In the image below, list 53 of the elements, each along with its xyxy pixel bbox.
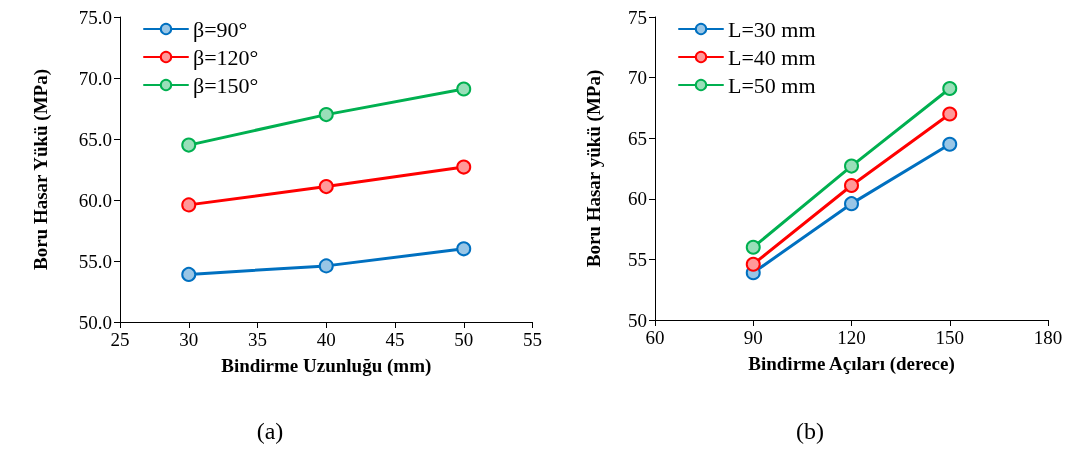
- y-tick-label: 65.0: [78, 128, 112, 150]
- x-tick-label: 45: [385, 329, 405, 350]
- text: (b): [796, 418, 824, 445]
- point: [181, 137, 197, 153]
- point: [456, 159, 472, 175]
- point: [181, 197, 197, 213]
- x-tick-label: 90: [743, 327, 763, 348]
- y-tick-label: 75.0: [78, 6, 112, 28]
- x-tick-label: 50: [454, 329, 474, 350]
- legend-label: β=150°: [193, 72, 259, 98]
- text: (a): [256, 418, 284, 445]
- x-tick-label: 150: [935, 327, 964, 348]
- y-tick-label: 60: [628, 188, 647, 210]
- x-tick-label: 55: [523, 329, 542, 350]
- y-tick-label: 50: [628, 309, 647, 331]
- point: [942, 81, 958, 96]
- y-tick-label: 70: [628, 67, 647, 89]
- point: [456, 81, 472, 97]
- x-tick-label: 120: [837, 327, 866, 348]
- point: [318, 107, 334, 123]
- x-tick-label: 25: [110, 329, 130, 350]
- x-axis-title: Bindirme Açıları (derece): [748, 353, 955, 375]
- legend-label: L=30 mm: [728, 16, 816, 42]
- point: [942, 106, 958, 122]
- x-tick-label: 40: [316, 329, 336, 350]
- point: [844, 196, 859, 212]
- point: [745, 239, 761, 255]
- point: [181, 266, 197, 282]
- x-tick-label: 35: [248, 329, 267, 350]
- legend-label: β=120°: [193, 44, 259, 70]
- x-tick-label: 180: [1033, 327, 1063, 348]
- point: [745, 256, 761, 272]
- point: [942, 136, 958, 152]
- point: [318, 258, 334, 274]
- y-axis-title: Boru Hasar yükü (MPa): [583, 69, 605, 268]
- y-tick-label: 55.0: [78, 250, 112, 272]
- y-tick-label: 60.0: [78, 189, 112, 211]
- y-tick-label: 65: [628, 127, 647, 149]
- x-tick-label: 60: [645, 327, 665, 348]
- point: [844, 177, 859, 193]
- y-axis-title: Boru Hasar Yükü (MPa): [30, 68, 52, 271]
- y-tick-label: 75: [628, 6, 647, 28]
- legend-label: L=50 mm: [728, 72, 816, 98]
- y-tick-label: 55: [628, 248, 647, 270]
- x-axis-title: Bindirme Uzunluğu (mm): [221, 355, 432, 377]
- point: [844, 158, 859, 174]
- y-tick-label: 50.0: [78, 311, 112, 333]
- legend-label: β=90°: [193, 16, 248, 42]
- point: [318, 179, 334, 195]
- point: [456, 241, 472, 257]
- legend-label: L=40 mm: [728, 44, 816, 70]
- x-tick-label: 30: [179, 329, 199, 350]
- y-tick-label: 70.0: [78, 67, 112, 89]
